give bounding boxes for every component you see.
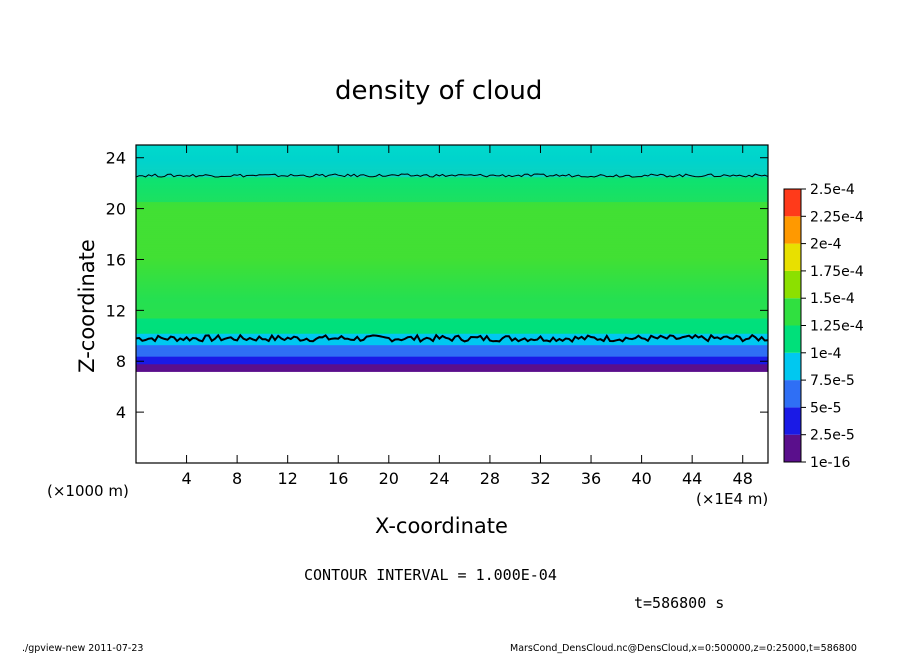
- x-tick-label: 28: [480, 469, 500, 488]
- heatmap-band: [136, 351, 768, 355]
- colorbar-swatch: [784, 243, 801, 271]
- heatmap-band: [136, 348, 768, 351]
- contour-interval-note: CONTOUR INTERVAL = 1.000E-04: [304, 566, 557, 584]
- y-tick-label: 8: [116, 352, 126, 371]
- y-axis-label: Z-coordinate: [75, 239, 99, 373]
- colorbar-swatch: [784, 325, 801, 353]
- colorbar-label: 2.5e-4: [810, 182, 855, 198]
- colorbar-swatch: [784, 434, 801, 462]
- colorbar-label: 2.25e-4: [810, 209, 864, 225]
- y-tick-label: 20: [106, 200, 126, 219]
- colorbar-label: 1.25e-4: [810, 319, 864, 335]
- heatmap-field: [136, 145, 768, 372]
- heatmap-band: [136, 357, 768, 361]
- heatmap-band: [136, 355, 768, 359]
- heatmap-band: [136, 332, 768, 336]
- contour-line: [136, 173, 768, 178]
- colorbar-label: 1e-16: [810, 455, 850, 471]
- x-tick-label: 48: [733, 469, 753, 488]
- heatmap-band: [136, 344, 768, 348]
- heatmap-band: [136, 369, 768, 372]
- y-tick-label: 16: [106, 250, 126, 269]
- colorbar-label: 5e-5: [810, 400, 841, 416]
- footer-right: MarsCond_DensCloud.nc@DensCloud,x=0:5000…: [510, 643, 857, 654]
- heatmap-band: [136, 365, 768, 369]
- x-axis-label: X-coordinate: [375, 514, 508, 538]
- contour-line: [136, 333, 768, 343]
- x-tick-label: 32: [530, 469, 550, 488]
- x-tick-label: 36: [581, 469, 601, 488]
- heatmap-band: [136, 367, 768, 371]
- x-tick-label: 8: [232, 469, 242, 488]
- heatmap-band: [136, 361, 768, 365]
- x-tick-label: 44: [682, 469, 702, 488]
- colorbar-label: 1e-4: [810, 346, 842, 362]
- colorbar-label: 1.5e-4: [810, 291, 855, 307]
- x-unit-left: (×1000 m): [47, 482, 129, 500]
- colorbar-swatch: [784, 189, 801, 217]
- colorbar-swatch: [784, 216, 801, 244]
- heatmap-band: [136, 363, 768, 367]
- colorbar-swatch: [784, 298, 801, 326]
- chart-title: density of cloud: [335, 76, 543, 106]
- heatmap-band: [136, 346, 768, 350]
- y-tick-label: 24: [106, 149, 126, 168]
- heatmap-shading: [136, 145, 768, 334]
- colorbar-label: 7.5e-5: [810, 373, 855, 389]
- colorbar-swatch: [784, 380, 801, 408]
- y-tick-label: 4: [116, 403, 126, 422]
- footer-left: ./gpview-new 2011-07-23: [22, 643, 144, 654]
- colorbar-label: 2.5e-5: [810, 428, 855, 444]
- heatmap-band: [136, 336, 768, 340]
- x-tick-label: 40: [631, 469, 651, 488]
- y-tick-label: 12: [106, 301, 126, 320]
- x-tick-label: 16: [328, 469, 348, 488]
- heatmap-band: [136, 359, 768, 363]
- x-unit-right: (×1E4 m): [696, 490, 769, 508]
- x-tick-label: 24: [429, 469, 449, 488]
- heatmap-band: [136, 349, 768, 353]
- colorbar-swatch: [784, 352, 801, 381]
- heatmap-band: [136, 334, 768, 338]
- x-tick-label: 4: [181, 469, 191, 488]
- x-tick-label: 20: [379, 469, 399, 488]
- colorbar-label: 1.75e-4: [810, 264, 864, 280]
- colorbar-swatch: [784, 407, 801, 435]
- heatmap-band: [136, 342, 768, 346]
- heatmap-band: [136, 353, 768, 357]
- plot-frame: [135, 144, 769, 464]
- colorbar-swatch: [784, 270, 801, 299]
- time-label: t=586800 s: [634, 594, 725, 612]
- colorbar-label: 2e-4: [810, 237, 842, 253]
- x-tick-label: 12: [278, 469, 298, 488]
